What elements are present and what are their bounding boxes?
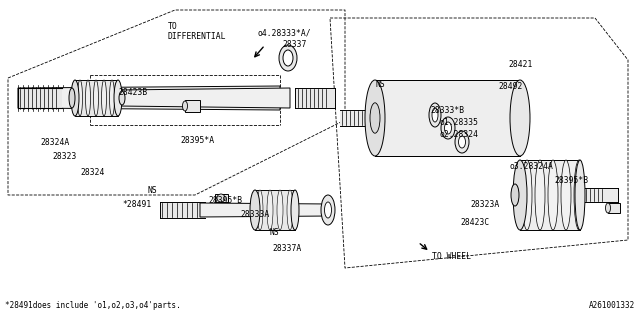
Ellipse shape <box>102 80 106 116</box>
Ellipse shape <box>279 45 297 71</box>
Polygon shape <box>18 86 280 110</box>
Text: o3.28324A: o3.28324A <box>510 162 554 171</box>
Text: 28324A: 28324A <box>40 138 69 147</box>
Text: NS: NS <box>270 228 280 237</box>
Text: 28492: 28492 <box>498 82 522 91</box>
Text: *28491does include 'o1,o2,o3,o4'parts.: *28491does include 'o1,o2,o3,o4'parts. <box>5 301 180 310</box>
Text: 28423B: 28423B <box>118 88 147 97</box>
Polygon shape <box>160 202 205 218</box>
Text: 28333*B: 28333*B <box>430 106 464 115</box>
Ellipse shape <box>267 190 273 230</box>
Ellipse shape <box>77 80 83 116</box>
Polygon shape <box>118 88 290 108</box>
Text: o4.28333*A/: o4.28333*A/ <box>258 28 312 37</box>
Ellipse shape <box>510 80 530 156</box>
Text: TO
DIFFERENTIAL: TO DIFFERENTIAL <box>168 22 227 41</box>
Text: o1.28335: o1.28335 <box>440 118 479 127</box>
Polygon shape <box>340 110 375 126</box>
Ellipse shape <box>441 117 455 139</box>
Ellipse shape <box>458 136 465 148</box>
Text: 28395*B: 28395*B <box>208 196 242 205</box>
Polygon shape <box>608 203 620 213</box>
Text: NS: NS <box>375 80 385 89</box>
Ellipse shape <box>69 88 75 108</box>
Polygon shape <box>18 88 62 108</box>
Ellipse shape <box>86 80 90 116</box>
Ellipse shape <box>182 101 188 111</box>
Text: 28323A: 28323A <box>470 200 499 209</box>
Text: 28337: 28337 <box>282 40 307 49</box>
Polygon shape <box>520 160 580 230</box>
Text: 28324: 28324 <box>80 168 104 177</box>
Text: A261001332: A261001332 <box>589 301 635 310</box>
Text: NS: NS <box>148 186 157 195</box>
Ellipse shape <box>445 122 451 134</box>
Ellipse shape <box>257 190 263 230</box>
Ellipse shape <box>574 160 584 230</box>
Polygon shape <box>295 88 335 108</box>
Text: 28421: 28421 <box>508 60 532 69</box>
Text: 28333A: 28333A <box>240 210 269 219</box>
Ellipse shape <box>548 160 558 230</box>
Polygon shape <box>580 188 618 202</box>
Ellipse shape <box>455 131 469 153</box>
Polygon shape <box>215 194 228 202</box>
Ellipse shape <box>277 190 283 230</box>
Ellipse shape <box>114 80 122 116</box>
Ellipse shape <box>119 91 125 105</box>
Ellipse shape <box>250 190 260 230</box>
Polygon shape <box>75 80 118 116</box>
Ellipse shape <box>324 202 332 218</box>
Text: 28395*A: 28395*A <box>180 136 214 145</box>
Ellipse shape <box>287 190 293 230</box>
Ellipse shape <box>522 160 532 230</box>
Ellipse shape <box>370 103 380 133</box>
Ellipse shape <box>365 80 385 156</box>
Text: 28395*B: 28395*B <box>554 176 588 185</box>
Text: 28323: 28323 <box>52 152 76 161</box>
Text: 28423C: 28423C <box>460 218 489 227</box>
Ellipse shape <box>513 160 527 230</box>
Ellipse shape <box>71 80 79 116</box>
Text: *28491: *28491 <box>122 200 151 209</box>
Ellipse shape <box>283 50 293 66</box>
Ellipse shape <box>93 80 99 116</box>
Ellipse shape <box>291 190 299 230</box>
Ellipse shape <box>605 203 611 213</box>
Ellipse shape <box>432 108 438 122</box>
Ellipse shape <box>321 195 335 225</box>
Ellipse shape <box>511 184 519 206</box>
Text: 28337A: 28337A <box>272 244 301 253</box>
Polygon shape <box>375 80 520 156</box>
Ellipse shape <box>535 160 545 230</box>
Text: TO WHEEL: TO WHEEL <box>432 252 471 261</box>
Polygon shape <box>255 190 295 230</box>
Ellipse shape <box>561 160 571 230</box>
Polygon shape <box>200 203 330 217</box>
Ellipse shape <box>217 194 225 202</box>
Text: o2.28324: o2.28324 <box>440 130 479 139</box>
Polygon shape <box>185 100 200 112</box>
Ellipse shape <box>429 103 441 127</box>
Ellipse shape <box>109 80 115 116</box>
Ellipse shape <box>575 160 585 230</box>
